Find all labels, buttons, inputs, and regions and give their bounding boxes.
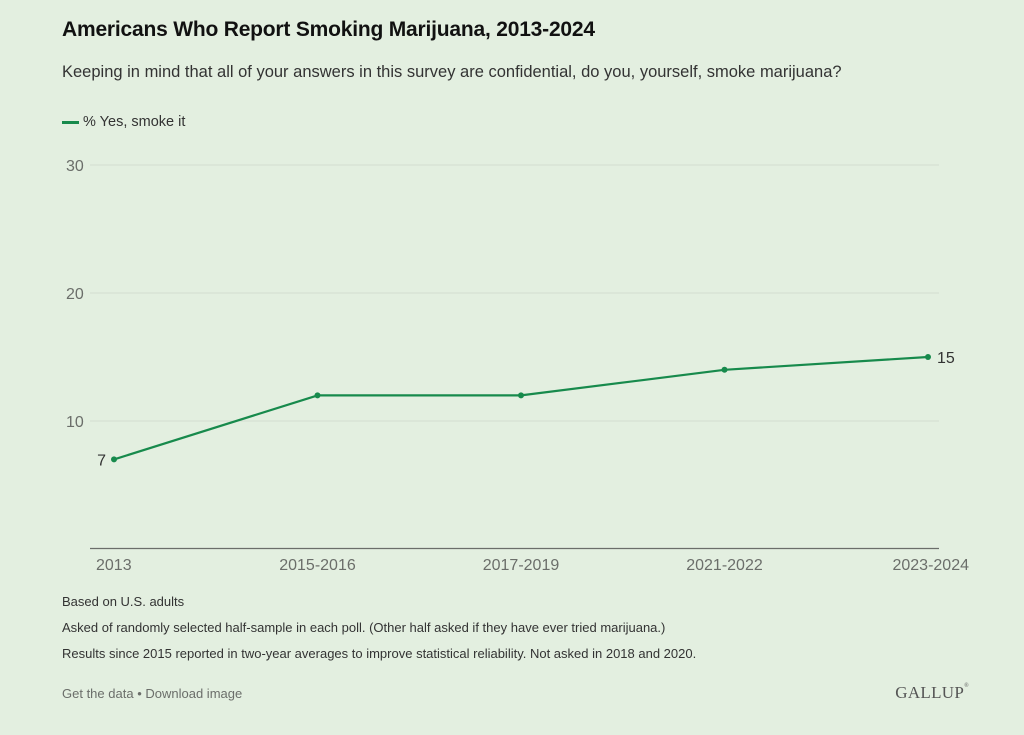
chart-subtitle: Keeping in mind that all of your answers… — [62, 63, 842, 81]
chart-title: Americans Who Report Smoking Marijuana, … — [62, 18, 595, 41]
legend-swatch-line-icon — [62, 120, 79, 124]
data-label: 15 — [937, 350, 955, 367]
y-tick-label: 30 — [66, 158, 84, 175]
x-axis-ticks: 2013 2015-2016 2017-2019 2021-2022 2023-2024 — [96, 557, 969, 574]
data-point[interactable] — [111, 456, 117, 463]
gallup-logo: GALLUP® — [895, 683, 969, 703]
gridlines — [90, 164, 939, 422]
note-averages: Results since 2015 reported in two-year … — [62, 646, 697, 661]
data-labels: 7 15 — [97, 350, 955, 469]
series-yes-smoke-it — [111, 354, 931, 463]
download-image-link[interactable]: Download image — [145, 686, 243, 701]
y-tick-label: 20 — [66, 286, 84, 303]
brand-name: GALLUP — [895, 683, 965, 702]
x-tick-label: 2017-2019 — [483, 557, 560, 574]
registered-mark: ® — [964, 683, 969, 689]
note-population: Based on U.S. adults — [62, 594, 185, 609]
series-line — [113, 355, 929, 461]
note-half-sample: Asked of randomly selected half-sample i… — [62, 620, 666, 635]
chart-notes: Based on U.S. adults Asked of randomly s… — [62, 594, 696, 672]
x-tick-label: 2023-2024 — [892, 557, 969, 574]
get-the-data-link[interactable]: Get the data — [62, 686, 134, 701]
y-tick-label: 10 — [66, 414, 84, 431]
data-point[interactable] — [518, 392, 524, 399]
x-tick-label: 2015-2016 — [279, 557, 356, 574]
x-tick-label: 2013 — [96, 557, 132, 574]
footer-separator: • — [137, 686, 142, 701]
y-axis-ticks: 10 20 30 — [66, 158, 84, 431]
footer-links: Get the data • Download image — [62, 686, 242, 701]
x-tick-label: 2021-2022 — [686, 557, 763, 574]
data-label: 7 — [97, 452, 106, 469]
data-point[interactable] — [314, 392, 321, 399]
data-point[interactable] — [721, 366, 728, 373]
legend-label: % Yes, smoke it — [83, 114, 186, 130]
legend: % Yes, smoke it — [62, 114, 185, 130]
data-point[interactable] — [925, 354, 931, 360]
